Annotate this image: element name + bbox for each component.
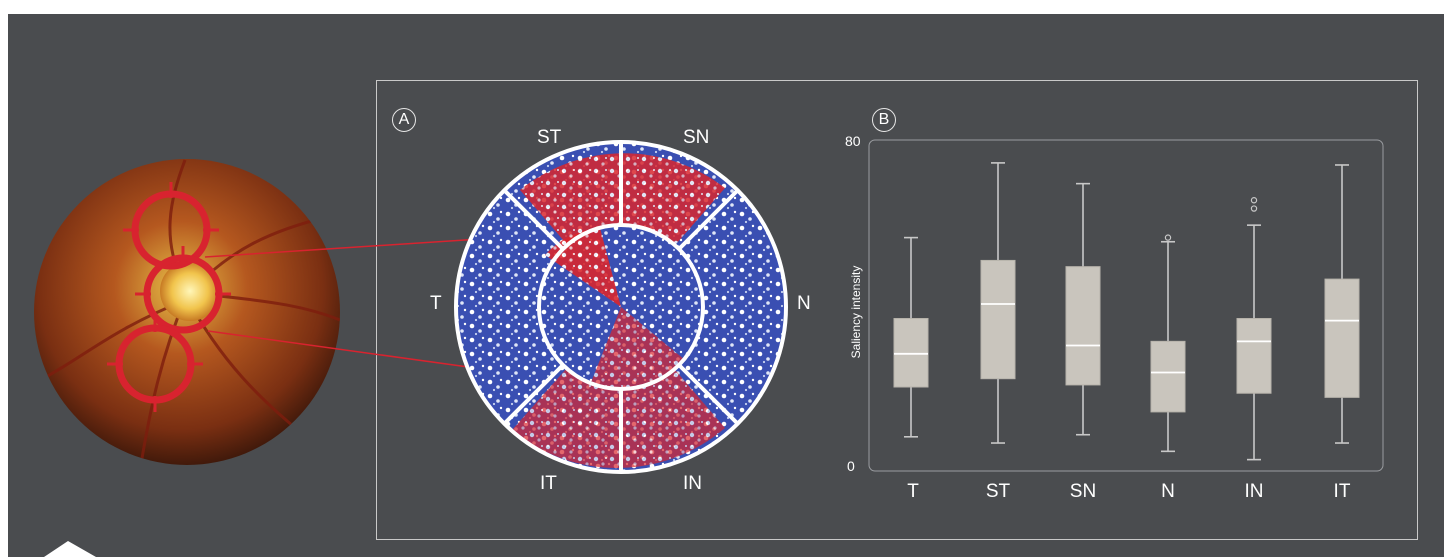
x-tick-label: IN [1244, 481, 1264, 502]
panel-label-b: B [872, 108, 896, 132]
box-iqr [1150, 340, 1186, 413]
sector-label-it: IT [540, 473, 557, 494]
corner-marker [44, 541, 96, 557]
box-iqr [1324, 278, 1360, 398]
x-tick-label: T [907, 481, 919, 502]
fundus-photo [34, 159, 340, 465]
x-tick-label: SN [1069, 481, 1097, 502]
sector-label-sn: SN [683, 127, 710, 148]
panel-label-a: A [392, 108, 416, 132]
y-axis-title: Saliency intensity [849, 265, 863, 359]
box-iqr [1065, 266, 1101, 386]
ring-crosshair-ticks [107, 182, 231, 412]
y-tick-min: 0 [847, 458, 855, 474]
box-iqr [893, 318, 929, 388]
boxplot [893, 162, 1360, 461]
x-tick-label: N [1161, 481, 1175, 502]
saliency-heatmap-polar [454, 140, 788, 474]
sector-label-t: T [430, 293, 442, 314]
x-tick-label: IT [1333, 481, 1351, 502]
y-tick-max: 80 [845, 133, 861, 149]
x-tick-label: ST [985, 481, 1011, 502]
sector-label-st: ST [537, 127, 562, 148]
outlier-point [1250, 205, 1258, 212]
outlier-point [1164, 234, 1172, 241]
sector-label-n: N [797, 293, 811, 314]
analysis-panel-frame [376, 80, 1418, 540]
sector-label-in: IN [683, 473, 702, 494]
box-iqr [980, 259, 1016, 380]
boxplot-frame [868, 139, 1384, 472]
outlier-point [1250, 197, 1258, 204]
box-iqr [1236, 318, 1272, 394]
